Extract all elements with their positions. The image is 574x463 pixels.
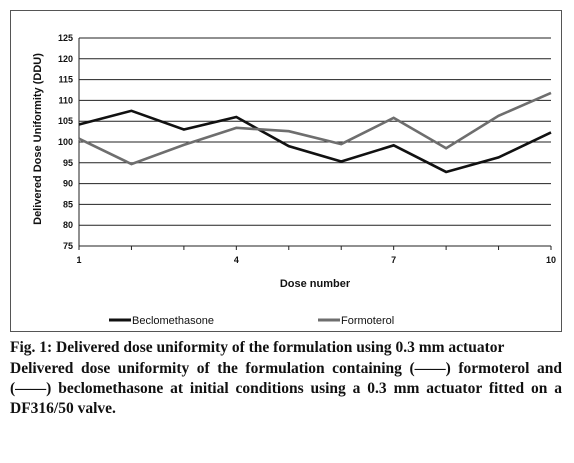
series-line-beclomethasone [78,109,552,174]
figure-description: Delivered dose uniformity of the formula… [10,360,562,417]
y-tick-label: 80 [63,220,73,230]
legend-label-beclomethasone: Beclomethasone [132,315,214,327]
series-line-formoterol [78,91,552,166]
y-tick-label: 120 [58,54,73,64]
y-tick-label: 105 [58,116,73,126]
chart-frame: 75 80 85 90 95 100 105 110 115 120 125 1 4 7 10 Dose … [10,10,562,332]
y-tick-label: 90 [63,179,73,189]
y-tick-label: 95 [63,158,73,168]
y-tick-label: 75 [63,241,73,251]
x-tick-label: 10 [546,255,556,265]
x-tick-label: 4 [234,255,239,265]
legend-label-formoterol: Formoterol [341,315,394,327]
line-chart: 75 80 85 90 95 100 105 110 115 120 125 1 4 7 10 Dose … [32,33,556,327]
y-axis-title: Delivered Dose Uniformity (DDU) [32,53,44,225]
figure-caption: Fig. 1: Delivered dose uniformity of the… [10,338,562,419]
x-tick-label: 7 [391,255,396,265]
y-tick-label: 125 [58,33,73,43]
figure-title: Fig. 1: Delivered dose uniformity of the… [10,339,505,356]
x-axis-title: Dose number [280,278,351,290]
y-tick-label: 100 [58,137,73,147]
y-tick-label: 85 [63,199,73,209]
y-tick-label: 110 [58,95,73,105]
x-tick-label: 1 [76,255,81,265]
y-tick-label: 115 [58,75,73,85]
